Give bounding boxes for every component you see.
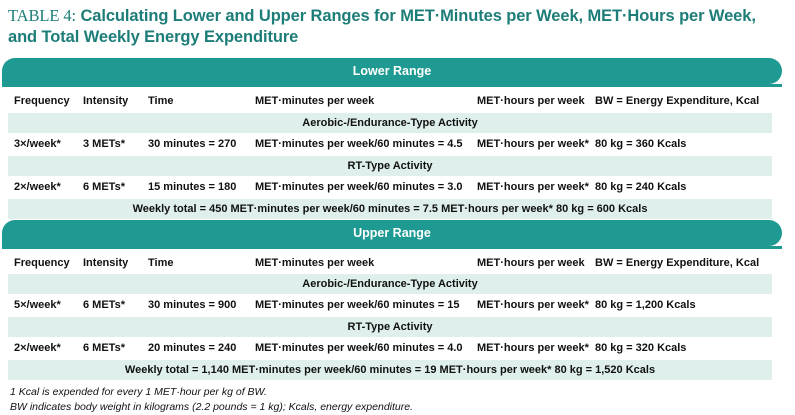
cell-intensity: 6 METs* [83,177,125,197]
cell-met-hours: MET·hours per week* [477,177,589,197]
table-row: 3×/week* 3 METs* 30 minutes = 270 MET·mi… [8,134,772,154]
cell-energy: 80 kg = 360 Kcals [595,134,686,154]
header-row: Frequency Intensity Time MET·minutes per… [8,253,772,273]
footnote: 1 Kcal is expended for every 1 MET·hour … [10,385,267,399]
section-label-row: Aerobic-/Endurance-Type Activity [8,113,772,133]
table-number: TABLE 4: [8,6,76,25]
cell-energy: 80 kg = 320 Kcals [595,338,686,358]
upper-range-band: Upper Range [2,220,782,246]
header-time: Time [148,91,173,111]
table-row: 5×/week* 6 METs* 30 minutes = 900 MET·mi… [8,295,772,315]
weekly-total-row: Weekly total = 1,140 MET·minutes per wee… [8,360,772,380]
cell-frequency: 5×/week* [14,295,61,315]
cell-time: 15 minutes = 180 [148,177,236,197]
header-frequency: Frequency [14,91,70,111]
section-label-row: Aerobic-/Endurance-Type Activity [8,274,772,294]
cell-intensity: 3 METs* [83,134,125,154]
lower-range-band: Lower Range [2,58,782,84]
title-line-2: and Total Weekly Energy Expenditure [8,28,298,46]
cell-met-minutes: MET·minutes per week/60 minutes = 15 [255,295,460,315]
header-intensity: Intensity [83,91,128,111]
cell-frequency: 2×/week* [14,177,61,197]
rt-label: RT-Type Activity [8,156,772,176]
header-intensity: Intensity [83,253,128,273]
cell-time: 30 minutes = 900 [148,295,236,315]
cell-met-hours: MET·hours per week* [477,134,589,154]
cell-time: 30 minutes = 270 [148,134,236,154]
table-title: TABLE 4: Calculating Lower and Upper Ran… [8,5,788,48]
header-energy: BW = Energy Expenditure, Kcal [595,91,759,111]
upper-range-label: Upper Range [353,226,431,240]
cell-met-minutes: MET·minutes per week/60 minutes = 4.5 [255,134,463,154]
header-time: Time [148,253,173,273]
header-energy: BW = Energy Expenditure, Kcal [595,253,759,273]
weekly-total-row: Weekly total = 450 MET·minutes per week/… [8,199,772,219]
table-row: 2×/week* 6 METs* 15 minutes = 180 MET·mi… [8,177,772,197]
lower-range-label: Lower Range [353,64,432,78]
table-row: 2×/week* 6 METs* 20 minutes = 240 MET·mi… [8,338,772,358]
cell-met-minutes: MET·minutes per week/60 minutes = 4.0 [255,338,463,358]
header-met-minutes: MET·minutes per week [255,91,374,111]
cell-intensity: 6 METs* [83,295,125,315]
aerobic-label: Aerobic-/Endurance-Type Activity [8,113,772,133]
weekly-total: Weekly total = 450 MET·minutes per week/… [8,199,772,219]
cell-met-hours: MET·hours per week* [477,338,589,358]
rt-label: RT-Type Activity [8,317,772,337]
cell-met-minutes: MET·minutes per week/60 minutes = 3.0 [255,177,463,197]
weekly-total: Weekly total = 1,140 MET·minutes per wee… [8,360,772,380]
cell-time: 20 minutes = 240 [148,338,236,358]
header-row: Frequency Intensity Time MET·minutes per… [8,91,772,111]
header-met-minutes: MET·minutes per week [255,253,374,273]
header-met-hours: MET·hours per week [477,253,585,273]
cell-energy: 80 kg = 1,200 Kcals [595,295,696,315]
title-line-1: Calculating Lower and Upper Ranges for M… [80,7,755,25]
cell-energy: 80 kg = 240 Kcals [595,177,686,197]
cell-frequency: 3×/week* [14,134,61,154]
aerobic-label: Aerobic-/Endurance-Type Activity [8,274,772,294]
section-label-row: RT-Type Activity [8,317,772,337]
header-met-hours: MET·hours per week [477,91,585,111]
header-frequency: Frequency [14,253,70,273]
footnote: BW indicates body weight in kilograms (2… [10,400,413,414]
cell-met-hours: MET·hours per week* [477,295,589,315]
cell-frequency: 2×/week* [14,338,61,358]
section-label-row: RT-Type Activity [8,156,772,176]
cell-intensity: 6 METs* [83,338,125,358]
